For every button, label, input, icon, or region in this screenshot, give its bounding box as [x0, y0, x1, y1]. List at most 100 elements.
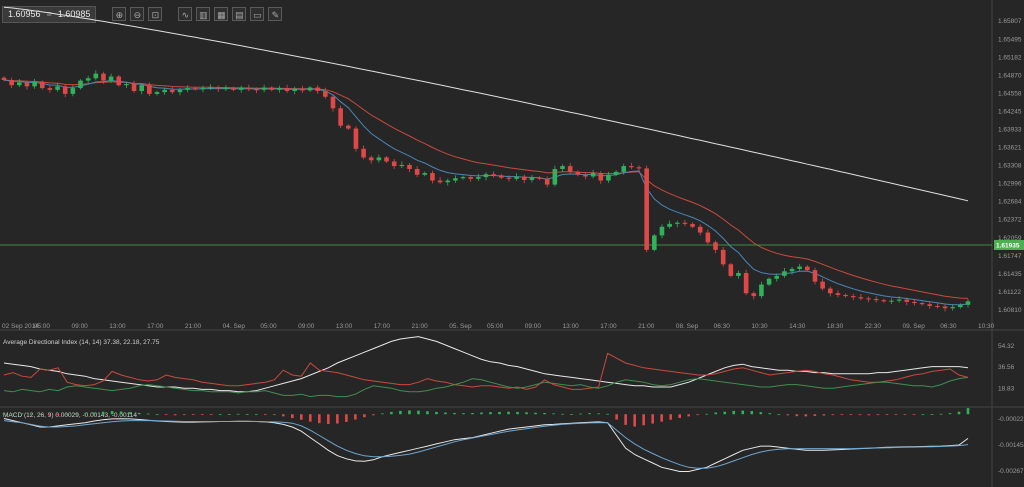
price-tick-label: 1.61747	[998, 253, 1022, 260]
fit-icon[interactable]: ⊡	[148, 7, 163, 21]
candle-body	[743, 272, 749, 294]
time-tick-label: 22:30	[865, 323, 882, 330]
zoom-in-icon[interactable]: ⊕	[112, 7, 127, 21]
macd-histogram-bar	[372, 414, 375, 416]
macd-histogram-bar	[966, 408, 970, 415]
candle-body	[131, 84, 137, 91]
bar-chart-icon[interactable]: ▥	[196, 7, 211, 21]
macd-histogram-bar	[146, 413, 150, 415]
print-icon[interactable]: ▭	[250, 7, 265, 21]
macd-histogram-bar	[354, 414, 357, 420]
price-tick-label: 1.65807	[998, 18, 1022, 25]
macd-histogram-bar	[119, 411, 123, 415]
macd-signal-line	[3, 420, 969, 469]
candle-body	[942, 306, 948, 309]
candle-body	[269, 87, 275, 90]
macd-histogram-bar	[561, 413, 564, 415]
macd-tick-label: -0.00267	[998, 468, 1024, 475]
macd-histogram-bar	[606, 413, 609, 415]
candle-body	[529, 177, 535, 180]
candle-body	[629, 166, 634, 168]
candle-body	[965, 301, 971, 305]
current-price-tag	[994, 239, 1024, 250]
candle-body	[200, 88, 206, 90]
candle-body	[782, 271, 787, 276]
candle-body	[162, 89, 167, 93]
time-tick-label: 10:30	[978, 323, 995, 330]
macd-histogram-bar	[20, 413, 24, 415]
price-tick-label: 1.63933	[998, 127, 1022, 134]
macd-histogram-bar	[309, 414, 312, 422]
macd-histogram-bar	[669, 414, 672, 420]
time-tick-label: 21:00	[638, 323, 655, 330]
macd-histogram-bar	[336, 414, 339, 424]
time-tick-label: 09:00	[298, 323, 315, 330]
candle-body	[636, 167, 642, 169]
macd-histogram-bar	[633, 414, 636, 427]
macd-histogram-bar	[318, 414, 321, 424]
edit-icon[interactable]: ✎	[268, 7, 283, 21]
candle-body	[437, 180, 443, 183]
candle-body	[315, 87, 320, 91]
candle-body	[101, 73, 106, 81]
candle-body	[300, 88, 305, 91]
candle-body	[330, 96, 336, 109]
grid-icon[interactable]: ▦	[214, 7, 229, 21]
save-icon[interactable]: ▤	[232, 7, 247, 21]
price-tick-label: 1.62684	[998, 199, 1022, 206]
candle-body	[246, 88, 252, 90]
macd-histogram-bar	[480, 412, 483, 415]
price-tick-label: 1.64245	[998, 108, 1022, 115]
time-tick-label: 06:30	[714, 323, 731, 330]
candle-body	[307, 87, 313, 91]
zoom-out-icon[interactable]: ⊖	[130, 7, 145, 21]
candle-body	[736, 272, 741, 276]
macd-histogram-bar	[570, 414, 573, 415]
macd-histogram-bar	[218, 414, 222, 416]
macd-histogram-bar	[732, 410, 736, 415]
macd-histogram-bar	[263, 414, 267, 416]
candle-body	[147, 85, 152, 94]
macd-histogram-bar	[453, 412, 456, 415]
candle-body	[177, 89, 183, 93]
candle-body	[827, 288, 833, 294]
candle-body	[70, 88, 76, 94]
macd-histogram-bar	[426, 411, 429, 415]
candle-body	[560, 166, 565, 169]
candle-body	[185, 88, 190, 90]
price-tick-label: 1.64870	[998, 72, 1022, 79]
macd-histogram-bar	[552, 413, 555, 415]
macd-histogram-bar	[597, 413, 600, 415]
candle-body	[590, 173, 596, 177]
ma-slow-line	[3, 6, 969, 202]
macd-histogram-bar	[624, 414, 627, 425]
macd-histogram-bar	[588, 413, 591, 415]
candle-body	[521, 176, 527, 180]
candle-body	[430, 173, 435, 181]
macd-histogram-bar	[831, 414, 835, 416]
candle-body	[338, 108, 343, 126]
time-tick-label: 05:00	[487, 323, 504, 330]
candle-body	[292, 88, 298, 91]
macd-histogram-bar	[678, 414, 682, 419]
macd-histogram-bar	[471, 412, 474, 415]
indicator-icon[interactable]: ∿	[178, 7, 193, 21]
macd-histogram-bar	[921, 414, 925, 416]
candle-body	[62, 86, 68, 94]
candle-body	[231, 88, 236, 90]
candle-body	[414, 168, 420, 175]
macd-histogram-bar	[579, 413, 582, 415]
macd-histogram-bar	[345, 414, 348, 422]
candle-body	[843, 294, 848, 297]
time-tick-label: 17:00	[374, 323, 391, 330]
macd-histogram-bar	[128, 412, 132, 415]
candle-body	[453, 178, 458, 181]
candle-body	[85, 78, 91, 81]
macd-histogram-bar	[750, 411, 754, 415]
candle-body	[606, 174, 611, 181]
macd-histogram-bar	[245, 414, 249, 415]
time-tick-label: 05. Sep	[449, 323, 472, 330]
macd-histogram-bar	[272, 414, 276, 416]
macd-histogram-bar	[885, 414, 889, 416]
